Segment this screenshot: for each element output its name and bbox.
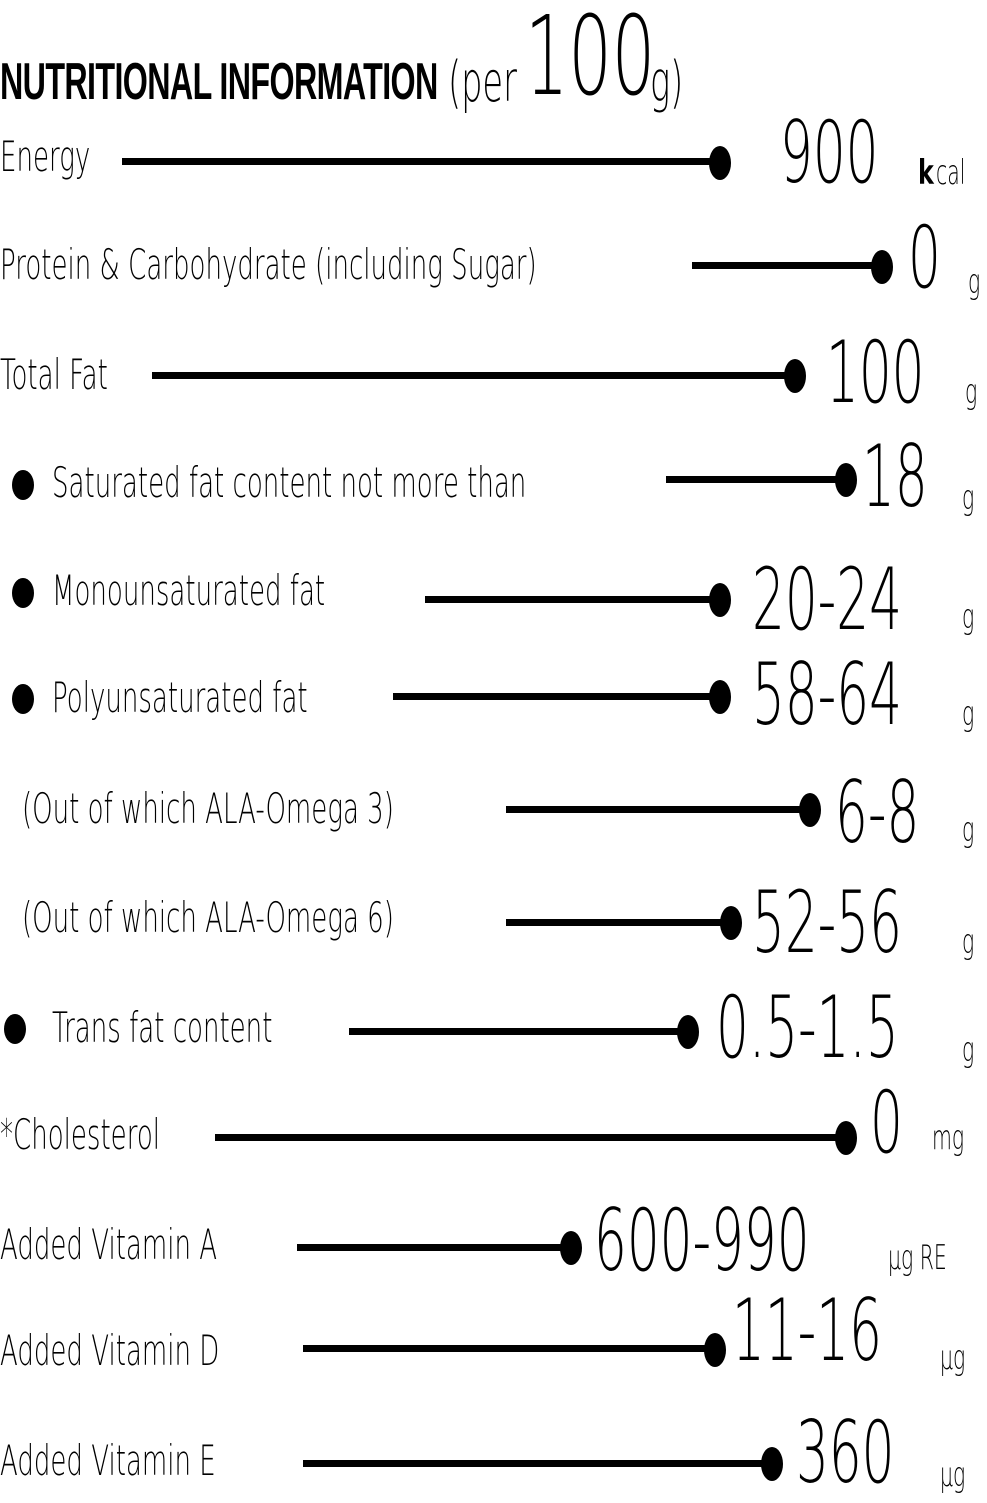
title-bold: NUTRITIONAL INFORMATION — [0, 53, 438, 111]
leader-dot — [799, 793, 821, 827]
row-unit: g — [962, 694, 975, 734]
bullet-icon — [4, 1014, 26, 1044]
title-paren-open: (per — [448, 50, 517, 115]
row-value: 58-64 — [752, 645, 902, 745]
title-amount: 100 — [525, 0, 656, 120]
leader-dot — [835, 463, 857, 497]
leader-line — [506, 919, 731, 926]
row-unit: g — [962, 1030, 975, 1070]
bullet-icon — [12, 470, 34, 500]
leader-line — [303, 1345, 715, 1352]
row-label: Trans fat content — [52, 1003, 273, 1052]
row-value: 11-16 — [732, 1281, 882, 1381]
row-label: Added Vitamin D — [0, 1326, 220, 1375]
leader-dot — [720, 906, 742, 940]
leader-dot — [560, 1231, 582, 1265]
row-unit: µg — [940, 1455, 966, 1495]
leader-dot — [709, 583, 731, 617]
row-value: 0 — [870, 1073, 903, 1173]
leader-line — [506, 806, 810, 813]
row-value: 600-990 — [594, 1191, 810, 1291]
row-value: 52-56 — [752, 873, 902, 973]
leader-dot — [761, 1447, 783, 1481]
leader-line — [122, 158, 720, 165]
row-label: Added Vitamin A — [0, 1220, 218, 1269]
leader-dot — [704, 1333, 726, 1367]
row-label: Added Vitamin E — [0, 1436, 216, 1485]
row-unit: g — [962, 597, 975, 637]
row-label: (Out of which ALA-Omega 6) — [22, 893, 394, 942]
row-unit: g — [962, 478, 975, 518]
row-value: 360 — [796, 1403, 895, 1503]
leader-line — [303, 1460, 773, 1467]
row-value: 20-24 — [752, 550, 902, 650]
row-unit: µg — [940, 1338, 966, 1378]
row-unit: µg RE — [888, 1238, 947, 1278]
leader-line — [666, 476, 846, 483]
leader-dot — [709, 680, 731, 714]
title-unit: g) — [650, 50, 684, 115]
row-label: Total Fat — [0, 350, 108, 399]
row-value: 0.5-1.5 — [716, 978, 899, 1078]
row-label: Saturated fat content not more than — [52, 458, 527, 507]
row-label: Protein & Carbohydrate (including Sugar) — [0, 240, 537, 289]
leader-line — [152, 372, 796, 379]
leader-line — [349, 1028, 689, 1035]
row-unit: g — [962, 922, 975, 962]
row-unit-bold: k — [918, 153, 934, 193]
row-value: 6-8 — [835, 763, 920, 863]
row-value: 100 — [826, 323, 925, 423]
leader-dot — [784, 359, 806, 393]
bullet-icon — [12, 578, 34, 608]
leader-line — [297, 1244, 572, 1251]
leader-line — [692, 262, 882, 269]
row-value: 900 — [780, 103, 879, 203]
leader-dot — [709, 146, 731, 180]
row-unit: cal — [936, 153, 966, 193]
row-label: Monounsaturated fat — [52, 566, 326, 615]
row-label: (Out of which ALA-Omega 3) — [22, 784, 394, 833]
leader-line — [393, 693, 720, 700]
row-unit: mg — [932, 1118, 965, 1158]
row-label: *Cholesterol — [0, 1110, 160, 1159]
leader-line — [425, 596, 720, 603]
row-value: 18 — [862, 427, 928, 527]
bullet-icon — [12, 684, 34, 714]
leader-dot — [871, 250, 893, 284]
row-label: Energy — [0, 132, 91, 181]
row-unit: g — [962, 810, 975, 850]
leader-dot — [835, 1121, 857, 1155]
leader-line — [215, 1134, 847, 1141]
row-label: Polyunsaturated fat — [52, 673, 308, 722]
leader-dot — [677, 1015, 699, 1049]
row-unit: g — [965, 372, 978, 412]
row-unit: g — [968, 262, 981, 302]
row-value: 0 — [908, 208, 941, 308]
